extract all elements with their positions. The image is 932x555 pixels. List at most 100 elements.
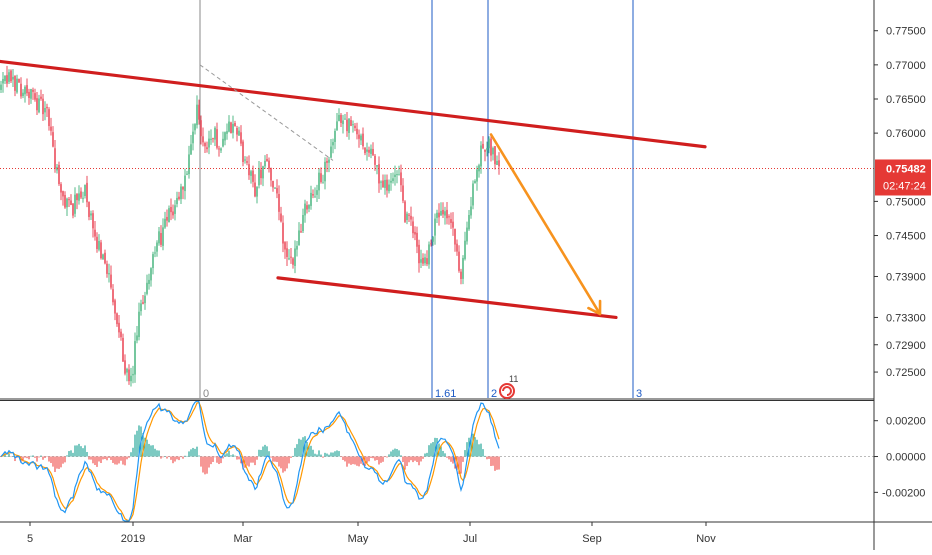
histogram-bar — [422, 456, 424, 459]
candle-body — [420, 259, 422, 263]
histogram-bar — [62, 456, 64, 464]
price-axis[interactable]: 0.77500 0.77000 0.76500 0.76000 0.75000 0.745… — [874, 26, 931, 500]
histogram-bar — [206, 456, 208, 474]
histogram-bar — [462, 456, 464, 462]
candle-body — [390, 180, 392, 183]
histogram-bar — [268, 451, 270, 457]
histogram-bar — [440, 446, 442, 457]
candle-body — [342, 120, 344, 125]
histogram-bar — [324, 452, 326, 457]
trendline[interactable] — [276, 276, 618, 320]
candle-body — [194, 124, 196, 131]
time-tick-label: Mar — [234, 533, 253, 545]
candle-body — [32, 89, 34, 92]
histogram-bar — [384, 456, 386, 458]
histogram-bar — [430, 443, 432, 457]
candle-body — [224, 132, 226, 141]
candle-body — [374, 155, 376, 165]
drawing-tools[interactable] — [0, 59, 874, 320]
candle-body — [380, 181, 382, 183]
histogram-bar — [472, 433, 474, 457]
candle-body — [254, 182, 256, 197]
candle-body — [454, 228, 456, 245]
candle-body — [260, 169, 262, 179]
trendline[interactable] — [199, 64, 334, 161]
candle-body — [94, 229, 96, 237]
candle-body — [484, 149, 486, 152]
current-price-badge[interactable] — [875, 159, 931, 196]
candle-body — [104, 252, 106, 264]
histogram-bar — [382, 456, 384, 462]
histogram-bar — [42, 456, 44, 460]
candle-body — [212, 138, 214, 140]
candle-body — [72, 203, 74, 216]
candle-body — [416, 232, 418, 247]
candle-body — [498, 160, 500, 167]
candle-body — [166, 216, 168, 221]
candle-body — [168, 208, 170, 222]
candle-body — [460, 271, 462, 280]
earnings-event-icon[interactable]: 11 — [499, 374, 518, 399]
time-axis[interactable]: 5 2019 Mar May Jul Sep Nov — [27, 522, 716, 545]
histogram-bar — [6, 456, 8, 457]
histogram-bar — [120, 456, 122, 461]
histogram-bar — [446, 456, 448, 458]
histogram-bar — [464, 450, 466, 457]
trendline[interactable] — [489, 133, 602, 316]
candle-body — [356, 128, 358, 135]
candle-body — [452, 221, 454, 228]
candle-body — [252, 170, 254, 182]
histogram-bar — [160, 456, 162, 459]
candle-body — [256, 186, 258, 197]
candle-body — [430, 243, 432, 245]
candle-body — [424, 257, 426, 264]
histogram-bar — [380, 456, 382, 463]
candle-body — [334, 130, 336, 142]
candle-body — [230, 122, 232, 134]
candle-body — [162, 227, 164, 246]
candle-body — [10, 70, 12, 82]
histogram-bar — [32, 455, 34, 457]
candle-body — [322, 182, 324, 184]
candle-body — [470, 206, 472, 216]
osc-tick-label: -0.00200 — [882, 487, 925, 499]
candle-body — [204, 143, 206, 147]
trendline[interactable] — [0, 59, 707, 149]
histogram-bar — [10, 456, 12, 458]
histogram-bar — [370, 456, 372, 458]
candle-body — [70, 200, 72, 205]
histogram-bar — [104, 456, 106, 460]
candlesticks — [0, 65, 500, 387]
histogram-bar — [212, 456, 214, 462]
candle-body — [182, 186, 184, 190]
candle-body — [266, 158, 268, 162]
candle-body — [142, 302, 144, 304]
histogram-bar — [272, 456, 274, 462]
candle-body — [234, 123, 236, 126]
candle-body — [208, 138, 210, 148]
histogram-bar — [170, 456, 172, 460]
price-tick-label: 0.75000 — [886, 196, 926, 208]
candle-body — [408, 214, 410, 216]
candle-body — [352, 124, 354, 126]
histogram-bar — [492, 456, 494, 466]
candle-body — [286, 248, 288, 258]
candle-body — [398, 174, 400, 176]
candle-body — [20, 83, 22, 97]
histogram-bar — [334, 451, 336, 457]
candle-body — [126, 368, 128, 373]
candle-body — [218, 148, 220, 150]
histogram-bar — [76, 445, 78, 457]
candle-body — [188, 154, 190, 175]
histogram-bar — [72, 452, 74, 457]
histogram-bar — [342, 456, 344, 460]
macd-line — [0, 400, 500, 522]
histogram-bar — [354, 456, 356, 465]
histogram-bar — [174, 456, 176, 462]
current-price-label: 0.75482 — [886, 163, 926, 175]
histogram-bar — [424, 453, 426, 457]
histogram-bar — [450, 456, 452, 462]
candle-body — [140, 303, 142, 312]
candle-body — [338, 114, 340, 121]
